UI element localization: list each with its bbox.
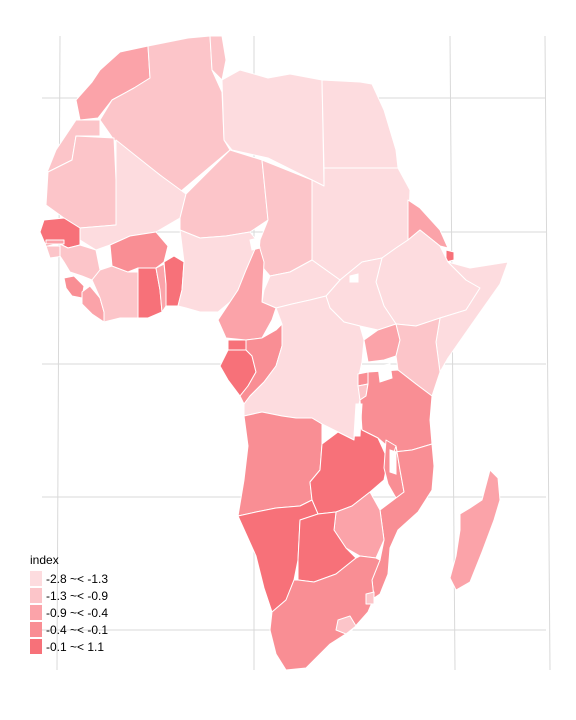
lakes	[249, 237, 397, 475]
lake-tanganyika	[353, 403, 363, 437]
legend-swatch	[30, 605, 42, 620]
country-mozambique	[371, 443, 435, 599]
legend-title: index	[30, 553, 59, 567]
country-sierra-leone	[63, 275, 85, 299]
legend-item: -0.1 ~< 1.1	[30, 638, 108, 655]
legend-item: -0.4 ~< -0.1	[30, 621, 108, 638]
legend-item: -1.3 ~< -0.9	[30, 587, 108, 604]
country-lesotho	[335, 615, 357, 635]
legend-swatch	[30, 622, 42, 637]
legend-label: -0.9 ~< -0.4	[46, 605, 109, 620]
country-equatorial-guinea	[227, 339, 247, 351]
lake-chad	[249, 237, 261, 251]
country-madagascar	[449, 469, 501, 591]
legend-swatch	[30, 571, 42, 586]
country-egypt	[321, 79, 399, 169]
country-gambia	[45, 239, 65, 245]
country-guinea	[59, 243, 101, 281]
graticule-line	[56, 35, 61, 671]
graticule-line	[544, 35, 551, 671]
country-south-africa	[269, 555, 381, 671]
country-angola	[237, 411, 323, 517]
map-legend: index -2.8 ~< -1.3 -1.3 ~< -0.9 -0.9 ~< …	[30, 553, 108, 655]
country-burkina-faso	[109, 231, 169, 273]
legend-swatch	[30, 639, 42, 654]
legend-label: -1.3 ~< -0.9	[46, 588, 109, 603]
country-tunisia	[209, 35, 227, 81]
legend-swatch	[30, 588, 42, 603]
country-eswatini	[365, 591, 375, 605]
lake-nasser	[349, 273, 359, 283]
legend-label: -0.4 ~< -0.1	[46, 622, 109, 637]
lake-malawi	[389, 449, 397, 475]
legend-item: -0.9 ~< -0.4	[30, 604, 108, 621]
country-uganda	[363, 323, 401, 363]
legend-label: -2.8 ~< -1.3	[46, 571, 109, 586]
legend-item: -2.8 ~< -1.3	[30, 570, 108, 587]
lake-victoria	[377, 363, 393, 383]
countries	[39, 35, 509, 671]
legend-label: -0.1 ~< 1.1	[46, 639, 105, 654]
